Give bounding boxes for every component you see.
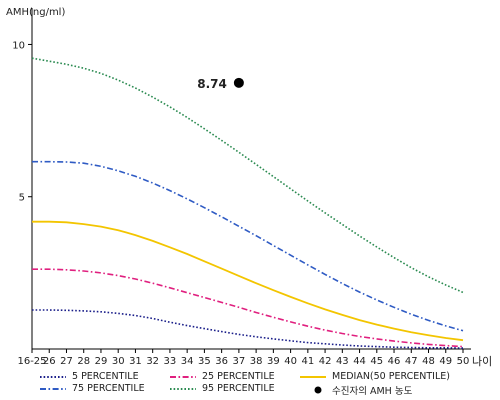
legend: 5 PERCENTILE 25 PERCENTILE MEDIAN(50 PERCE… — [40, 371, 500, 397]
series-line-4 — [31, 57, 464, 294]
x-tick-label: 40 — [284, 356, 297, 367]
legend-swatch — [40, 385, 66, 393]
legend-item: 5 PERCENTILE — [40, 371, 139, 382]
legend-swatch — [170, 385, 196, 393]
series-line-1 — [32, 268, 464, 348]
legend-label: 수진자의 AMH 농도 — [332, 386, 413, 397]
legend-label: 75 PERCENTILE — [72, 383, 145, 394]
legend-swatch — [300, 373, 326, 381]
x-tick-label: 39 — [267, 356, 280, 367]
x-tick-label: 31 — [129, 356, 142, 367]
legend-item: 수진자의 AMH 농도 — [300, 383, 412, 397]
x-tick-label: 50 — [457, 356, 470, 367]
legend-label: 95 PERCENTILE — [202, 383, 275, 394]
x-tick-label: 33 — [164, 356, 177, 367]
series-lines — [31, 57, 464, 349]
x-tick-label: 46 — [388, 356, 401, 367]
x-tick-label: 16-25 — [17, 356, 46, 367]
x-tick-label: 45 — [370, 356, 383, 367]
x-tick-label: 34 — [181, 356, 194, 367]
x-tick-label: 26 — [43, 356, 56, 367]
legend-label: MEDIAN(50 PERCENTILE) — [332, 371, 450, 382]
legend-item: 75 PERCENTILE — [40, 383, 145, 394]
legend-item: 25 PERCENTILE — [170, 371, 275, 382]
series-line-2 — [32, 220, 464, 342]
x-tick-label: 43 — [336, 356, 349, 367]
patient-point-label: 8.74 — [197, 77, 227, 91]
legend-item: MEDIAN(50 PERCENTILE) — [300, 371, 450, 382]
x-tick-label: 28 — [77, 356, 90, 367]
x-tick-label: 44 — [353, 356, 366, 367]
x-tick-label: 32 — [146, 356, 159, 367]
y-tick-label: 5 — [19, 193, 25, 204]
x-tick-label: 48 — [422, 356, 435, 367]
series-line-3 — [32, 160, 464, 332]
y-tick-label: 10 — [12, 40, 25, 51]
x-tick-label: 37 — [233, 356, 246, 367]
data-points: 8.74 — [197, 77, 244, 91]
legend-label: 25 PERCENTILE — [202, 371, 275, 382]
x-tick-label: 27 — [60, 356, 73, 367]
x-tick-label: 29 — [95, 356, 108, 367]
x-tick-label: 36 — [215, 356, 228, 367]
legend-swatch — [300, 386, 326, 394]
x-tick-label: 49 — [439, 356, 452, 367]
legend-label: 5 PERCENTILE — [72, 371, 139, 382]
x-tick-label: 42 — [319, 356, 332, 367]
y-axis-title: AMH(ng/ml) — [6, 7, 65, 18]
x-tick-label: 47 — [405, 356, 418, 367]
legend-swatch — [40, 373, 66, 381]
x-tick-label: 41 — [301, 356, 314, 367]
x-tick-label: 30 — [112, 356, 125, 367]
series-line-0 — [32, 309, 464, 349]
legend-swatch — [170, 373, 196, 381]
legend-item: 95 PERCENTILE — [170, 383, 275, 394]
x-axis-title: 나이 — [472, 355, 492, 368]
x-tick-label: 38 — [250, 356, 263, 367]
patient-point-0 — [233, 77, 244, 88]
x-tick-label: 35 — [198, 356, 211, 367]
